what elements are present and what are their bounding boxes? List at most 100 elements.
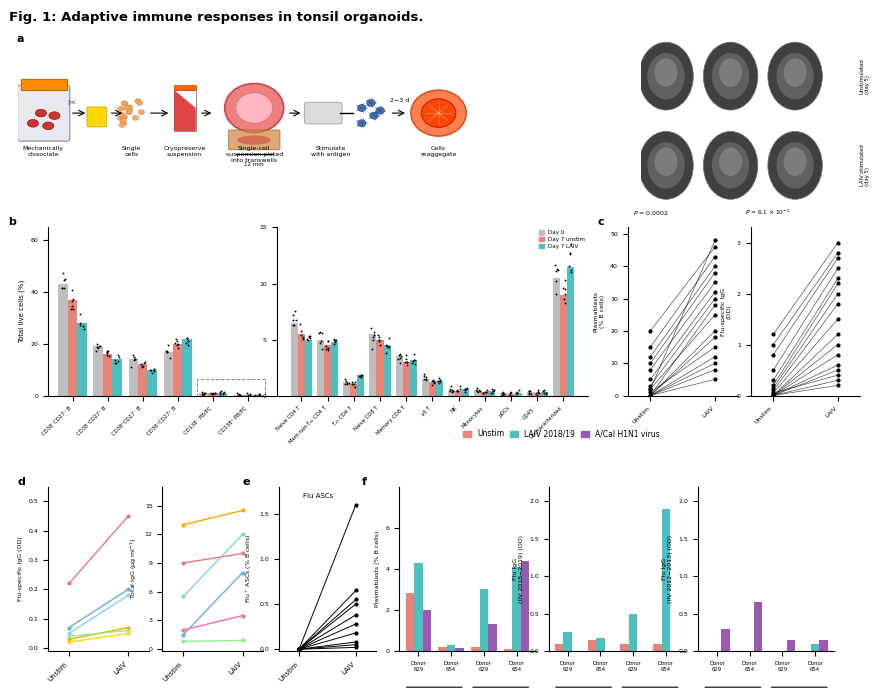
Point — [352, 370, 366, 382]
Point — [339, 378, 353, 389]
Point — [766, 390, 780, 401]
Circle shape — [783, 148, 806, 176]
Y-axis label: Flu$^+$ ASCs (% B cells): Flu$^+$ ASCs (% B cells) — [244, 534, 253, 603]
Point — [160, 340, 175, 351]
Point — [381, 332, 396, 344]
Point — [212, 386, 226, 398]
Point — [296, 332, 310, 344]
Point — [538, 388, 553, 399]
Point — [160, 346, 175, 358]
Point — [643, 390, 657, 401]
Bar — [324, 345, 331, 396]
Point — [181, 335, 195, 346]
Point — [319, 344, 333, 355]
Point — [169, 335, 183, 346]
Point — [338, 379, 352, 390]
Bar — [343, 382, 350, 396]
Point — [425, 375, 439, 386]
Circle shape — [119, 113, 125, 118]
Point — [504, 386, 518, 398]
Point — [65, 300, 79, 312]
Point — [707, 234, 721, 246]
Point — [366, 335, 380, 346]
Bar — [554, 643, 563, 651]
Point — [108, 354, 122, 365]
Point — [830, 329, 844, 340]
Text: Cryopreserve
suspension: Cryopreserve suspension — [163, 146, 206, 157]
Circle shape — [357, 104, 366, 111]
Point — [179, 337, 193, 349]
Point — [459, 384, 473, 395]
Ellipse shape — [35, 109, 46, 117]
Point — [203, 387, 217, 398]
Point — [326, 335, 340, 346]
Bar — [553, 278, 560, 396]
Point — [511, 384, 525, 395]
Point — [319, 341, 333, 352]
Bar — [818, 640, 827, 651]
Point — [450, 385, 464, 396]
Ellipse shape — [49, 112, 60, 120]
Point — [766, 387, 780, 398]
Circle shape — [638, 42, 693, 110]
Point — [328, 334, 342, 345]
Point — [766, 390, 780, 401]
Text: Mechanically
dissociate: Mechanically dissociate — [23, 146, 64, 157]
Point — [418, 374, 432, 385]
Point — [160, 346, 175, 357]
Point — [232, 389, 246, 400]
FancyBboxPatch shape — [87, 107, 107, 127]
Point — [242, 389, 256, 400]
Point — [241, 390, 255, 401]
Text: $P$ = 6.1 × 10$^{-5}$: $P$ = 6.1 × 10$^{-5}$ — [745, 208, 790, 218]
Point — [73, 319, 87, 330]
Point — [398, 353, 412, 364]
Circle shape — [775, 53, 813, 99]
Bar — [526, 392, 533, 396]
Point — [303, 330, 317, 342]
Point — [231, 389, 245, 400]
Point — [371, 336, 385, 347]
Point — [707, 300, 721, 311]
Bar — [297, 334, 304, 395]
Circle shape — [718, 58, 741, 87]
Circle shape — [410, 90, 466, 136]
Point — [503, 389, 517, 400]
Point — [643, 351, 657, 363]
Point — [432, 374, 446, 385]
Point — [136, 360, 150, 372]
Point — [65, 295, 79, 307]
Point — [458, 385, 472, 396]
Point — [531, 388, 545, 399]
Point — [643, 374, 657, 385]
Point — [90, 338, 104, 349]
Point — [286, 319, 300, 330]
Point — [399, 349, 413, 360]
Point — [339, 376, 353, 387]
Bar — [217, 393, 227, 395]
Point — [353, 372, 367, 383]
Circle shape — [711, 142, 748, 188]
Point — [100, 347, 114, 358]
Point — [558, 284, 572, 295]
Point — [830, 247, 844, 258]
Point — [431, 375, 445, 386]
Point — [416, 370, 430, 382]
Point — [240, 387, 254, 398]
Point — [179, 332, 193, 344]
Point — [643, 390, 657, 401]
Point — [301, 330, 315, 341]
Point — [321, 336, 335, 347]
Point — [496, 388, 510, 399]
Text: 2−3 d: 2−3 d — [389, 98, 409, 103]
Point — [135, 360, 149, 372]
Point — [707, 286, 721, 297]
Point — [299, 334, 313, 345]
Point — [100, 346, 114, 358]
Point — [537, 388, 551, 399]
Point — [547, 260, 561, 271]
Text: Cells
reaggegate: Cells reaggegate — [420, 146, 456, 157]
Text: Single-cell
suspension plated
into transwells: Single-cell suspension plated into trans… — [225, 146, 282, 163]
Point — [468, 384, 482, 395]
Point — [707, 342, 721, 353]
